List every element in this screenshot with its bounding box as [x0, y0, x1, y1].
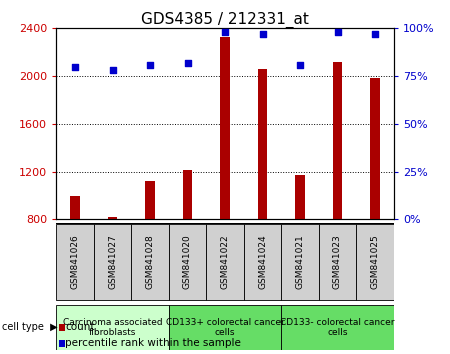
- Text: GSM841025: GSM841025: [370, 235, 379, 289]
- Bar: [356, 224, 394, 300]
- Bar: [370, 79, 380, 219]
- Point: [221, 29, 229, 35]
- Text: GSM841026: GSM841026: [71, 235, 80, 289]
- Point: [334, 29, 341, 35]
- Bar: [220, 37, 230, 219]
- Text: GSM841027: GSM841027: [108, 235, 117, 289]
- Text: GSM841021: GSM841021: [296, 235, 305, 289]
- Bar: [94, 224, 131, 300]
- Text: GSM841022: GSM841022: [220, 235, 230, 289]
- Text: CD133- colorectal cancer
cells: CD133- colorectal cancer cells: [280, 318, 395, 337]
- Bar: [319, 224, 356, 300]
- Text: Carcinoma associated
fibroblasts: Carcinoma associated fibroblasts: [63, 318, 162, 337]
- Bar: [131, 224, 169, 300]
- Bar: [281, 224, 319, 300]
- Bar: [258, 69, 267, 219]
- Bar: [169, 224, 206, 300]
- Text: GSM841023: GSM841023: [333, 235, 342, 289]
- Bar: [281, 305, 394, 350]
- Point: [259, 31, 266, 37]
- Point: [297, 62, 304, 68]
- Text: GSM841024: GSM841024: [258, 235, 267, 289]
- Text: percentile rank within the sample: percentile rank within the sample: [65, 338, 241, 348]
- Bar: [169, 305, 281, 350]
- Text: cell type  ▶: cell type ▶: [2, 322, 58, 332]
- Bar: [183, 171, 192, 219]
- Text: GSM841028: GSM841028: [145, 235, 154, 289]
- Text: CD133+ colorectal cancer
cells: CD133+ colorectal cancer cells: [166, 318, 284, 337]
- Bar: [333, 62, 342, 219]
- Bar: [70, 195, 80, 219]
- Bar: [56, 305, 169, 350]
- Text: GSM841020: GSM841020: [183, 235, 192, 289]
- Point: [109, 68, 116, 73]
- Bar: [244, 224, 281, 300]
- Point: [184, 60, 191, 65]
- Bar: [206, 224, 244, 300]
- Point: [72, 64, 79, 69]
- Text: count: count: [65, 322, 95, 332]
- Point: [371, 31, 378, 37]
- Title: GDS4385 / 212331_at: GDS4385 / 212331_at: [141, 12, 309, 28]
- Bar: [108, 217, 117, 219]
- Bar: [56, 224, 94, 300]
- Point: [146, 62, 153, 68]
- Bar: [295, 175, 305, 219]
- Bar: [145, 181, 155, 219]
